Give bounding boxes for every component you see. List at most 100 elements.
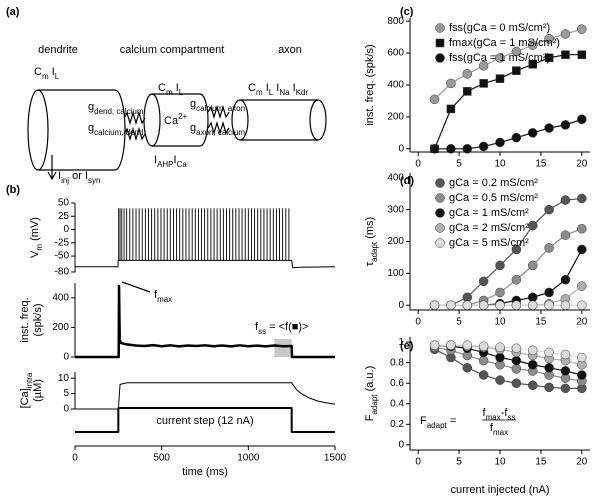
text-part: Ca xyxy=(164,115,179,127)
marker xyxy=(511,244,522,255)
text-part: (a.u.) xyxy=(364,366,376,395)
marker xyxy=(495,352,505,363)
y-axis-label: [Ca]intra xyxy=(19,372,34,408)
text-part: I xyxy=(52,66,55,78)
trace xyxy=(75,382,336,410)
text-part: g xyxy=(190,98,196,110)
text-part: inj xyxy=(61,176,69,185)
text-part: g xyxy=(190,122,196,134)
marker xyxy=(462,340,473,350)
x-tick-label: 15 xyxy=(535,317,547,328)
legend-marker xyxy=(435,223,445,233)
marker xyxy=(463,87,472,96)
marker xyxy=(577,224,587,234)
text-part: f xyxy=(154,289,158,301)
series-line xyxy=(434,28,582,100)
marker xyxy=(560,230,571,240)
legend-marker xyxy=(435,193,445,203)
dendrite-end xyxy=(27,89,49,171)
text-part: max xyxy=(486,413,501,422)
marker xyxy=(544,300,554,310)
marker xyxy=(479,79,488,88)
legend-marker xyxy=(435,23,445,33)
legend-label: gCa = 0.5 mS/cm² xyxy=(449,192,538,204)
axon-end xyxy=(309,99,327,141)
marker xyxy=(560,366,571,376)
y-tick-label: 1 xyxy=(398,337,404,348)
y-tick-label: 0 xyxy=(63,352,69,363)
compartment-label: calcium compartment xyxy=(120,44,225,56)
panel-label: (d) xyxy=(400,175,414,187)
conductance-label: gaxon, calcium xyxy=(190,122,245,137)
marker xyxy=(495,287,505,298)
text-part: I xyxy=(154,154,157,166)
marker xyxy=(527,345,538,356)
marker xyxy=(544,382,554,393)
marker xyxy=(495,74,505,83)
text-part: C xyxy=(158,82,166,94)
ion-label: Ca2+ xyxy=(164,112,188,127)
text-part: g xyxy=(88,122,94,134)
marker xyxy=(429,300,440,310)
conductance-label: gdend, calcium xyxy=(88,101,144,116)
marker xyxy=(560,300,571,310)
text-part: axon, calcium xyxy=(196,128,245,137)
text-part: Ca xyxy=(177,160,188,169)
y-tick-label: 0.6 xyxy=(390,378,404,389)
legend-marker xyxy=(435,38,445,48)
marker xyxy=(577,24,587,34)
text-part: 2+ xyxy=(178,112,187,121)
marker xyxy=(429,94,440,105)
text-part: m xyxy=(256,88,263,97)
x-tick-label: 15 xyxy=(535,457,547,468)
marker xyxy=(544,243,554,253)
x-tick-label: 0 xyxy=(72,453,78,464)
y-tick-label: 600 xyxy=(387,48,404,59)
marker xyxy=(577,193,587,204)
text-part: F xyxy=(420,415,427,427)
conductance-label: gcalcium, dend xyxy=(88,122,143,137)
text-part: f xyxy=(483,407,487,419)
text-part: adapt xyxy=(427,421,448,430)
marker xyxy=(577,244,587,255)
y-tick-label: 400 xyxy=(387,80,404,91)
text-part: inst. freq. (spk/s) xyxy=(364,44,376,125)
current-label: Cm IL xyxy=(34,66,60,81)
marker xyxy=(446,144,456,154)
formula-denominator: fmax xyxy=(490,422,508,437)
marker xyxy=(462,144,473,154)
text-part: dend, calcium xyxy=(94,107,144,116)
text-part: ■ xyxy=(292,321,299,333)
y-tick-label: 0 xyxy=(63,404,69,415)
text-part: I xyxy=(174,154,177,166)
text-part: (µM) xyxy=(32,379,44,402)
y-tick-label: -80 xyxy=(55,267,70,278)
series-line xyxy=(434,344,582,359)
legend-label: gCa = 2 mS/cm² xyxy=(449,222,529,234)
marker xyxy=(527,220,538,231)
y-tick-label: 25 xyxy=(58,211,70,222)
x-tick-label: 5 xyxy=(456,457,462,468)
fmax-arrow xyxy=(121,281,151,293)
series-line xyxy=(434,197,582,306)
x-tick-label: 20 xyxy=(576,457,588,468)
y-tick-label: -50 xyxy=(55,251,70,262)
marker xyxy=(527,128,538,138)
marker xyxy=(462,292,473,303)
marker xyxy=(560,383,571,394)
x-tick-label: 0 xyxy=(415,317,421,328)
legend-label: gCa = 5 mS/cm² xyxy=(449,237,529,249)
text-part: C xyxy=(34,66,42,78)
marker xyxy=(495,53,505,63)
coupling-spring xyxy=(207,120,230,136)
text-part: f xyxy=(490,422,494,434)
y-tick-label: 0.4 xyxy=(390,398,404,409)
legend-label: fss(gCa = 0 mS/cm²) xyxy=(449,22,550,34)
marker xyxy=(462,300,473,310)
x-tick-label: 10 xyxy=(494,159,506,170)
current-label: Cm IL INa IKdr xyxy=(248,82,308,97)
text-part: calcium, axon xyxy=(196,104,245,113)
